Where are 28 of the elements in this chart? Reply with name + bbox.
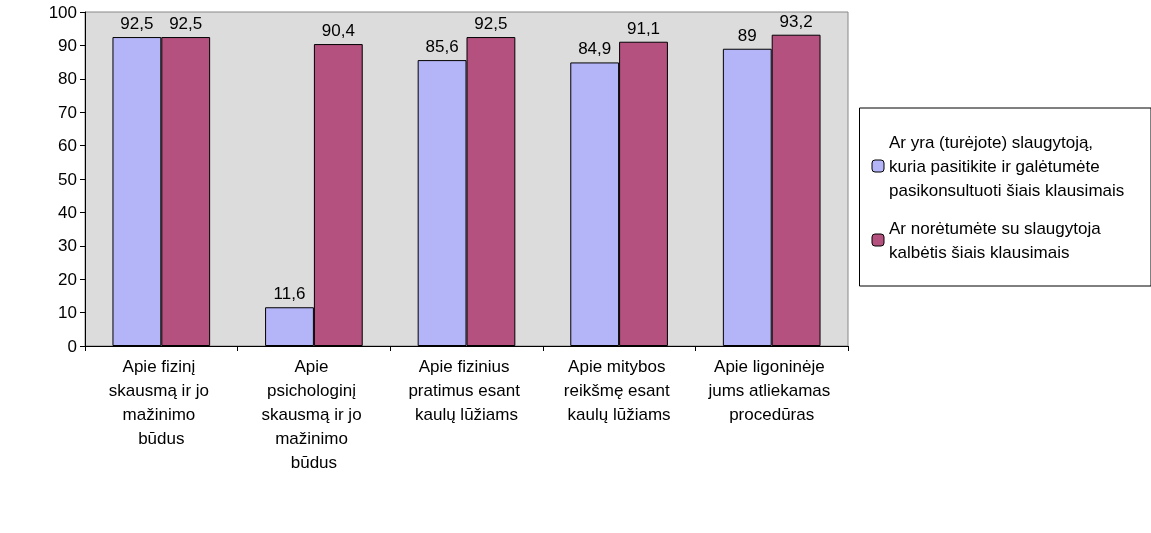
x-tick-label: Apie fizinius pratimus esant kaulų lūžiams — [408, 356, 525, 424]
x-tick-label: Apie ligoninėje jums atliekamas procedūras — [707, 356, 835, 424]
x-tick-label: Apie mitybos reikšmę esant kaulų lūžiams — [563, 356, 675, 424]
data-label: 85,6 — [425, 37, 459, 57]
y-tick-label: 20 — [58, 269, 77, 289]
data-label: 92,5 — [474, 14, 508, 34]
y-tick-label: 0 — [67, 336, 77, 356]
data-label: 90,4 — [321, 21, 355, 41]
legend-label: Ar norėtumėte su slaugytoja kalbėtis šiais klausimais — [889, 218, 1106, 262]
data-label: 11,6 — [273, 284, 306, 304]
x-tick-label: Apie fizinį skausmą ir jo mažinimo būdus — [108, 356, 214, 448]
data-label: 91,1 — [626, 18, 661, 38]
y-tick-label: 60 — [58, 136, 77, 156]
y-tick-label: 40 — [58, 202, 77, 222]
y-tick-label: 100 — [48, 2, 77, 22]
legend-label: Ar yra (turėjote) slaugytoją, kuria pasitikite ir galėtumėte pasikonsultuoti šiais klausimais — [889, 132, 1125, 200]
y-tick-label: 30 — [58, 236, 77, 256]
y-tick-label: 80 — [58, 69, 77, 89]
y-tick-label: 50 — [58, 169, 77, 189]
data-label: 92,5 — [169, 14, 203, 34]
y-tick-label: 10 — [58, 303, 77, 323]
y-tick-label: 70 — [58, 102, 77, 122]
data-label: 93,2 — [779, 11, 813, 31]
data-label: 92,5 — [120, 14, 154, 34]
y-tick-label: 90 — [58, 35, 77, 55]
data-label: 84,9 — [578, 39, 612, 59]
x-tick-label: Apie psichologinį skausmą ir jo mažinimo būdus — [261, 356, 367, 472]
data-label: 89 — [737, 25, 757, 45]
